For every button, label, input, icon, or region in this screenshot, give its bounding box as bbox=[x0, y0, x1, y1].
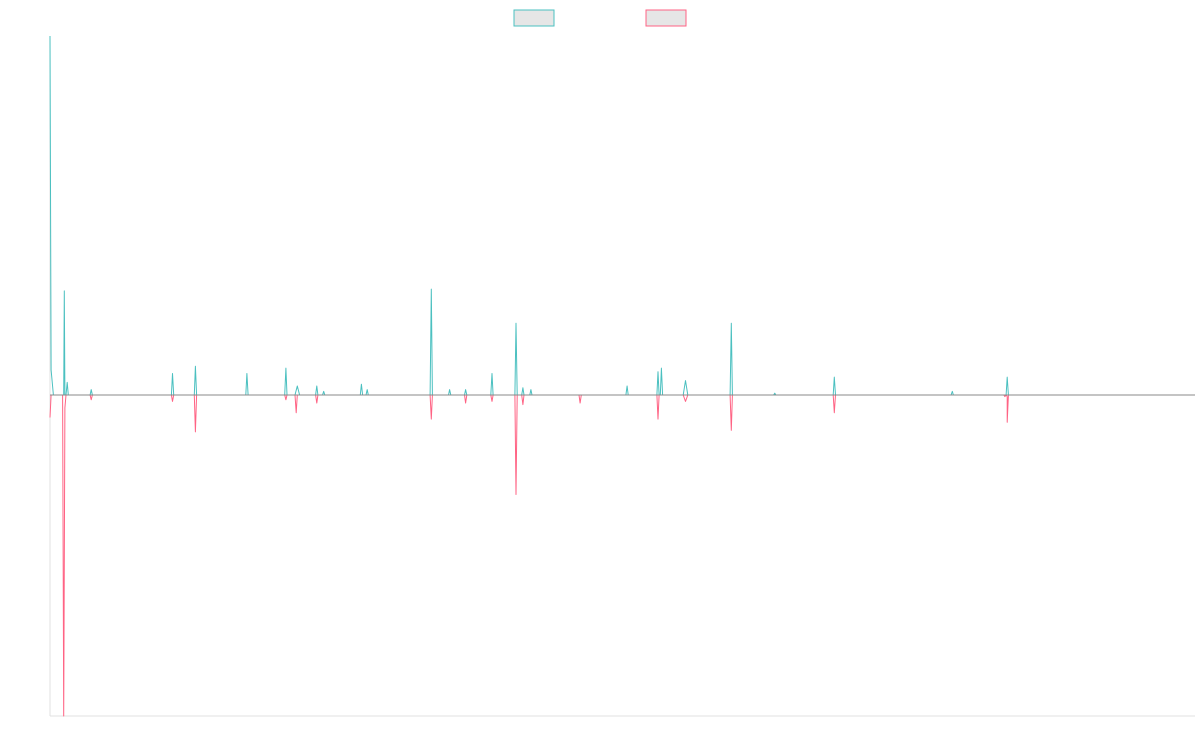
legend-swatch-2[interactable] bbox=[645, 9, 687, 27]
series-line-2 bbox=[49, 394, 1195, 717]
legend[interactable] bbox=[513, 9, 687, 27]
series-layer bbox=[49, 35, 1195, 717]
series-line-1 bbox=[49, 35, 1195, 396]
legend-swatch-1[interactable] bbox=[513, 9, 555, 27]
